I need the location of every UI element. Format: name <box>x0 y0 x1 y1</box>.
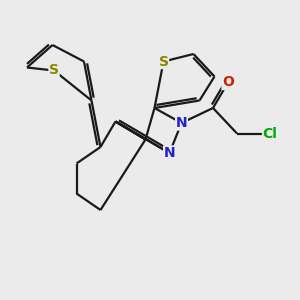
Text: N: N <box>176 116 187 130</box>
Text: S: S <box>158 55 169 68</box>
Text: N: N <box>164 146 175 160</box>
Text: S: S <box>49 64 59 77</box>
Text: O: O <box>222 76 234 89</box>
Text: Cl: Cl <box>262 127 278 140</box>
